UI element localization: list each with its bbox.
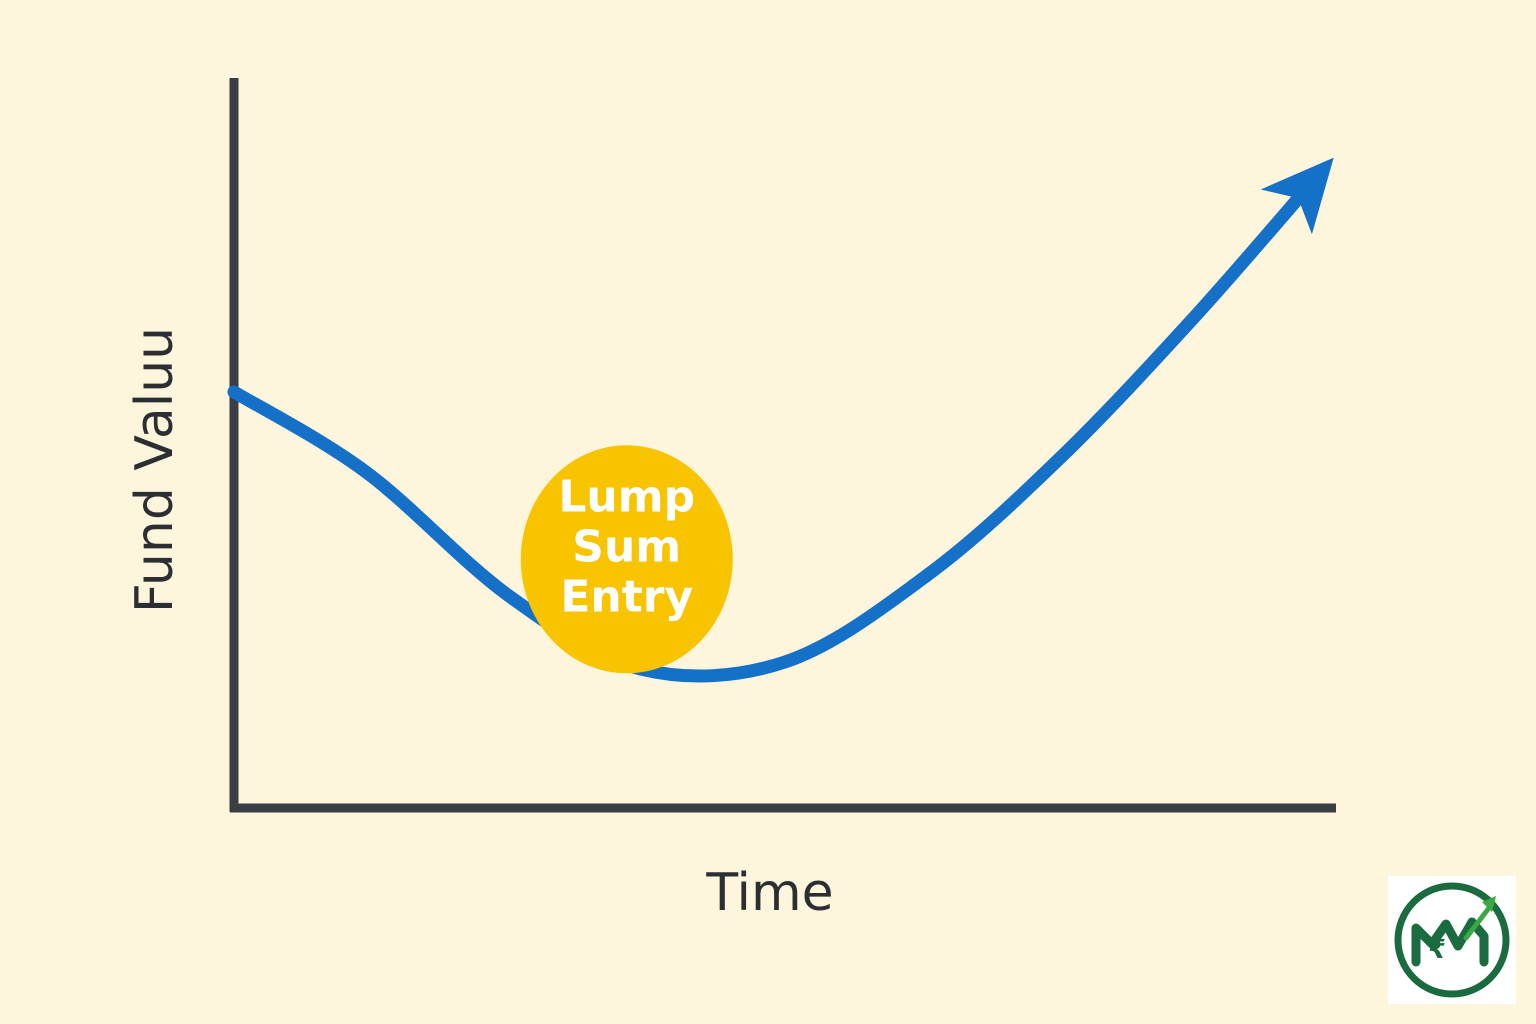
- bubble-circle: [520, 445, 733, 674]
- svg-text:₹: ₹: [1428, 935, 1446, 965]
- chart-axes: [229, 78, 1336, 813]
- curve-arrow-head: [1260, 157, 1334, 235]
- fund-value-curve: [227, 173, 1321, 683]
- bubble-label-line-2: Sum: [572, 521, 681, 572]
- lump-sum-entry-bubble: Lump Sum Entry: [520, 445, 733, 674]
- mutual-fund-growth-logo-icon: ₹: [1394, 882, 1510, 998]
- brand-logo: ₹: [1388, 876, 1516, 1004]
- x-axis-label: Time: [705, 863, 833, 923]
- bubble-label-line-3: Entry: [560, 571, 693, 622]
- bubble-label-line-1: Lump: [558, 471, 695, 522]
- y-axis-label: Fund Valuu: [125, 327, 185, 613]
